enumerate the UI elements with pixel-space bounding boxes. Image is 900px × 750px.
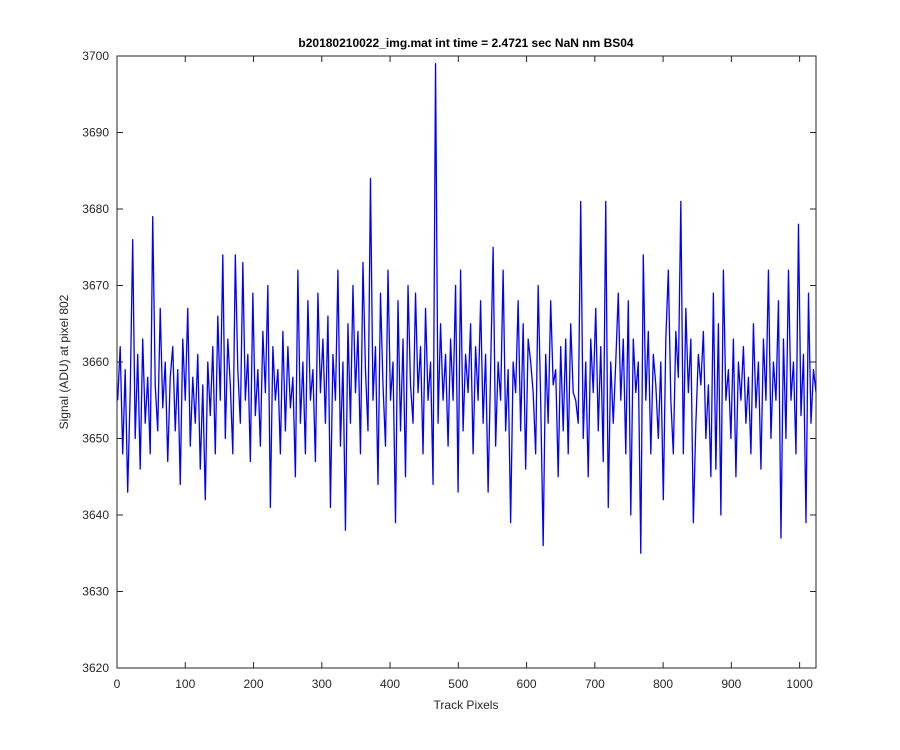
y-axis: 3620 3630 3640 3650 3660 3670 3680 3690 3700 <box>82 49 816 675</box>
y-tick-label: 3620 <box>82 661 109 675</box>
x-tick-label: 200 <box>244 677 264 691</box>
x-axis: 0 100 200 300 400 500 600 700 800 900 1000 <box>114 56 813 691</box>
y-tick-label: 3670 <box>82 279 109 293</box>
y-tick-label: 3650 <box>82 432 109 446</box>
x-axis-label: Track Pixels <box>434 698 499 712</box>
y-tick-label: 3700 <box>82 49 109 63</box>
y-tick-label: 3690 <box>82 126 109 140</box>
y-tick-label: 3680 <box>82 202 109 216</box>
series-line <box>117 63 817 554</box>
chart-title: b20180210022_img.mat int time = 2.4721 s… <box>298 36 634 50</box>
x-tick-label: 900 <box>721 677 741 691</box>
y-tick-label: 3660 <box>82 355 109 369</box>
x-tick-label: 1000 <box>786 677 813 691</box>
y-tick-label: 3640 <box>82 508 109 522</box>
x-tick-label: 800 <box>653 677 673 691</box>
y-tick-label: 3630 <box>82 585 109 599</box>
y-axis-label: Signal (ADU) at pixel 802 <box>57 294 71 429</box>
x-tick-label: 500 <box>448 677 468 691</box>
data-layer <box>117 63 817 554</box>
x-tick-label: 400 <box>380 677 400 691</box>
x-tick-label: 100 <box>175 677 195 691</box>
x-tick-label: 300 <box>312 677 332 691</box>
x-tick-label: 600 <box>517 677 537 691</box>
x-tick-label: 0 <box>114 677 121 691</box>
x-tick-label: 700 <box>585 677 605 691</box>
